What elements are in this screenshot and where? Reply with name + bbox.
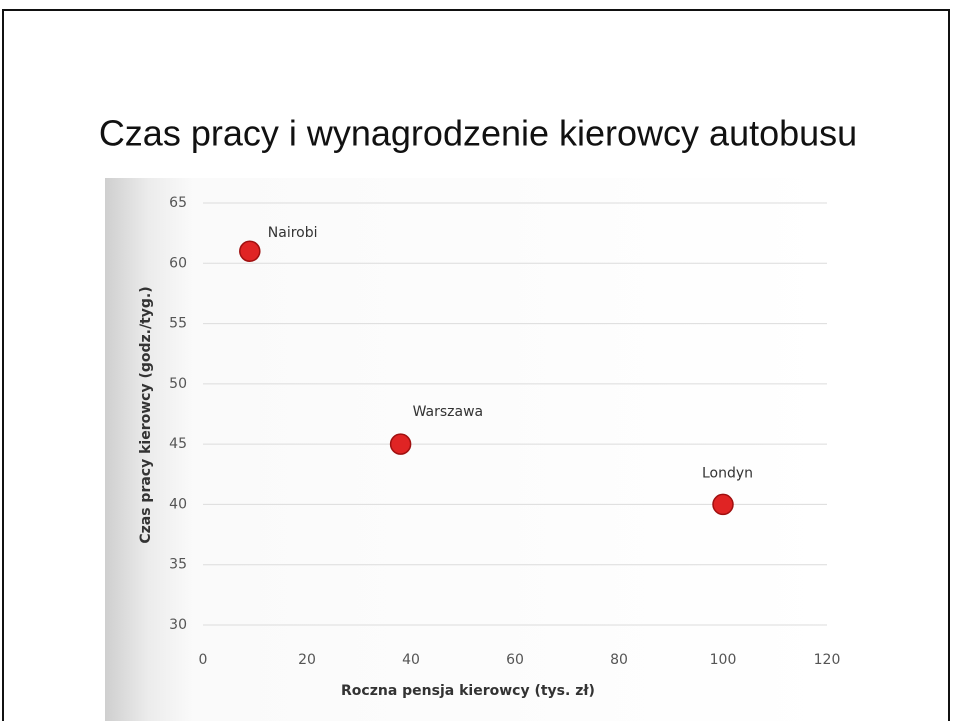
x-axis-label: Roczna pensja kierowcy (tys. zł) <box>341 683 595 699</box>
chart-title: Czas pracy i wynagrodzenie kierowcy auto… <box>99 113 857 154</box>
y-tick-label: 60 <box>169 255 187 271</box>
y-tick-label: 35 <box>169 557 187 573</box>
y-axis-label: Czas pracy kierowcy (godz./tyg.) <box>138 286 154 543</box>
slide-border <box>2 9 950 725</box>
y-tick-label: 55 <box>169 316 187 332</box>
point-label: Nairobi <box>268 225 318 241</box>
x-tick-label: 0 <box>199 652 208 668</box>
point <box>239 240 261 262</box>
x-tick-label: 20 <box>298 652 316 668</box>
y-tick-label: 30 <box>169 617 187 633</box>
point-label: Londyn <box>702 465 753 481</box>
point <box>712 493 734 516</box>
x-tick-label: 60 <box>506 652 524 668</box>
y-tick-label: 45 <box>169 436 187 452</box>
x-tick-label: 120 <box>814 652 841 668</box>
x-tick-label: 100 <box>710 652 737 668</box>
point <box>389 433 412 455</box>
y-tick-label: 40 <box>169 496 187 512</box>
x-tick-label: 40 <box>402 652 420 668</box>
x-tick-label: 80 <box>610 652 628 668</box>
chart-background <box>105 178 840 721</box>
y-tick-label: 65 <box>169 195 187 211</box>
point-label: Warszawa <box>413 404 484 420</box>
y-tick-label: 50 <box>169 376 187 392</box>
